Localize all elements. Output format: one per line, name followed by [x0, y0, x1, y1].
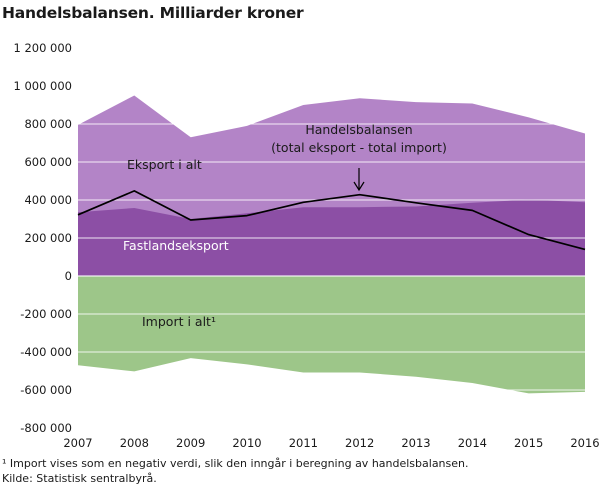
x-tick-label: 2010	[232, 436, 261, 450]
annotations: Eksport i alt Handelsbalansen (total eks…	[123, 122, 447, 329]
y-tick-label: 200 000	[24, 231, 72, 245]
lines	[77, 190, 586, 251]
gridlines	[78, 47, 585, 429]
annotation-import: Import i alt¹	[142, 314, 216, 329]
x-tick-label: 2011	[289, 436, 318, 450]
x-tick-label: 2007	[63, 436, 92, 450]
y-tick-label: 400 000	[24, 193, 72, 207]
y-tick-label: 1 000 000	[13, 79, 72, 93]
y-tick-label: -600 000	[20, 383, 72, 397]
x-tick-labels: 2007 2008 2009 2010 2011 2012 2013 2014 2015 2016	[63, 436, 599, 450]
x-tick-label: 2015	[514, 436, 543, 450]
area-series-2	[78, 276, 585, 394]
y-tick-labels: 1 200 000 1 000 000 800 000 600 000 400 000 2…	[13, 41, 72, 435]
y-tick-label: -400 000	[20, 345, 72, 359]
line-series-0	[77, 190, 586, 251]
x-tick-label: 2014	[458, 436, 487, 450]
y-tick-label: -200 000	[20, 307, 72, 321]
x-tick-label: 2008	[120, 436, 149, 450]
annotation-handelsbalansen-2: (total eksport - total import)	[271, 140, 447, 155]
annotation-eksport: Eksport i alt	[127, 157, 202, 172]
annotation-fastland: Fastlandseksport	[123, 238, 229, 253]
source: Kilde: Statistisk sentralbyrå.	[2, 472, 157, 485]
x-tick-label: 2012	[345, 436, 374, 450]
y-tick-label: -800 000	[20, 421, 72, 435]
x-tick-label: 2016	[570, 436, 599, 450]
y-tick-label: 600 000	[24, 155, 72, 169]
annotation-arrow	[353, 168, 365, 192]
y-tick-label: 1 200 000	[13, 41, 72, 55]
chart-title: Handelsbalansen. Milliarder kroner	[2, 4, 304, 22]
y-tick-label: 0	[65, 269, 72, 283]
x-tick-label: 2013	[401, 436, 430, 450]
x-tick-label: 2009	[176, 436, 205, 450]
annotation-handelsbalansen-1: Handelsbalansen	[305, 122, 412, 137]
y-tick-label: 800 000	[24, 117, 72, 131]
footnote: ¹ Import vises som en negativ verdi, sli…	[2, 457, 469, 470]
